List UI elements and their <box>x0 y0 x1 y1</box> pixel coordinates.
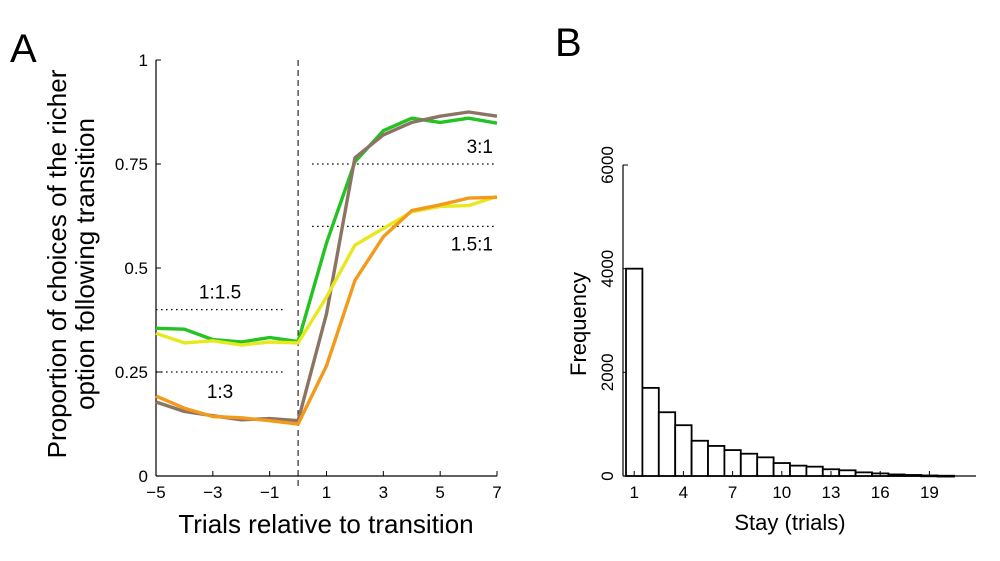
panel-a-ratio-label: 3:1 <box>467 137 493 158</box>
panel-a-series-line <box>155 110 498 423</box>
panel-b-bar <box>641 386 660 477</box>
panel-b-xlabel: Stay (trials) <box>734 510 845 535</box>
panel-a-xtick-label: −5 <box>146 483 165 502</box>
panel-b-letter: B <box>555 21 582 65</box>
panel-a-ylabel: Proportion of choices of the richer opti… <box>42 69 100 458</box>
panel-a-ylabel-line1: Proportion of choices of the richer <box>42 69 72 458</box>
panel-b-bar <box>756 456 775 477</box>
panel-b-bar <box>707 445 726 477</box>
panel-b-xtick-label: 10 <box>772 483 791 502</box>
panel-b-xtick-label: 4 <box>679 483 688 502</box>
panel-a-ytick-label: 0.25 <box>115 363 148 382</box>
panel-a-letter: A <box>10 27 37 71</box>
panel-b-bar <box>805 465 824 477</box>
panel-b-xtick-label: 16 <box>871 483 890 502</box>
panel-a-xlabel: Trials relative to transition <box>178 509 473 539</box>
panel-a-ratio-label: 1:1.5 <box>199 283 241 304</box>
panel-b-xtick-label: 1 <box>629 483 638 502</box>
panel-a-xtick-label: 1 <box>322 483 331 502</box>
panel-b-bar <box>887 473 906 477</box>
panel-b-bar <box>789 464 808 477</box>
panel-b-ylabel: Frequency <box>566 272 591 376</box>
panel-b-bar <box>854 471 873 477</box>
panel-a-xtick-label: 7 <box>492 483 501 502</box>
panel-a-ytick-label: 0.75 <box>115 155 148 174</box>
panel-a-ratio-label: 1:3 <box>207 382 233 403</box>
panel-b-bar <box>838 469 857 477</box>
panel-b-ytick-label: 4000 <box>598 250 617 288</box>
panel-b-ytick-label: 6000 <box>598 146 617 184</box>
panel-b-bar <box>936 474 955 478</box>
panel-a-ytick-label: 1 <box>139 51 148 70</box>
panel-a-xtick-label: −1 <box>260 483 279 502</box>
panel-a-series-line <box>155 194 498 347</box>
panel-b-bar <box>690 439 709 477</box>
panel-a-xtick-label: −3 <box>203 483 222 502</box>
panel-b-ytick-label: 2000 <box>598 353 617 391</box>
panel-a-ytick-label: 0 <box>139 467 148 486</box>
panel-b-xtick-label: 13 <box>822 483 841 502</box>
panel-a-xtick-label: 5 <box>435 483 444 502</box>
panel-b-bar <box>625 267 644 477</box>
panel-b-bar <box>657 411 677 477</box>
panel-b-xtick-label: 19 <box>920 483 939 502</box>
panel-a-series-line <box>155 195 498 426</box>
panel-b-ytick-label: 0 <box>598 471 617 480</box>
panel-a-ylabel-line2: option following transition <box>70 118 100 410</box>
panel-b-bar <box>674 424 693 477</box>
panel-b-bar <box>739 452 759 477</box>
panel-a-ytick-label: 0.5 <box>124 259 148 278</box>
panel-b-xtick-label: 7 <box>728 483 737 502</box>
panel-b-bar <box>903 474 923 477</box>
panel-a-plot: 0 0.25 0.5 0.75 1 −5 −3 −1 1 3 5 7 3:1 1.5:1 1:1.5 1:3 <box>115 51 502 502</box>
panel-a-ratio-label: 1.5:1 <box>451 234 493 255</box>
panel-b-plot: 0 2000 4000 6000 1 4 7 10 13 16 19 <box>598 146 976 502</box>
panel-a-xtick-label: 3 <box>379 483 388 502</box>
